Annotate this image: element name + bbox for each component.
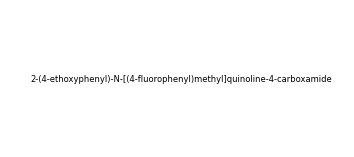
Text: 2-(4-ethoxyphenyl)-N-[(4-fluorophenyl)methyl]quinoline-4-carboxamide: 2-(4-ethoxyphenyl)-N-[(4-fluorophenyl)me… bbox=[30, 75, 332, 84]
